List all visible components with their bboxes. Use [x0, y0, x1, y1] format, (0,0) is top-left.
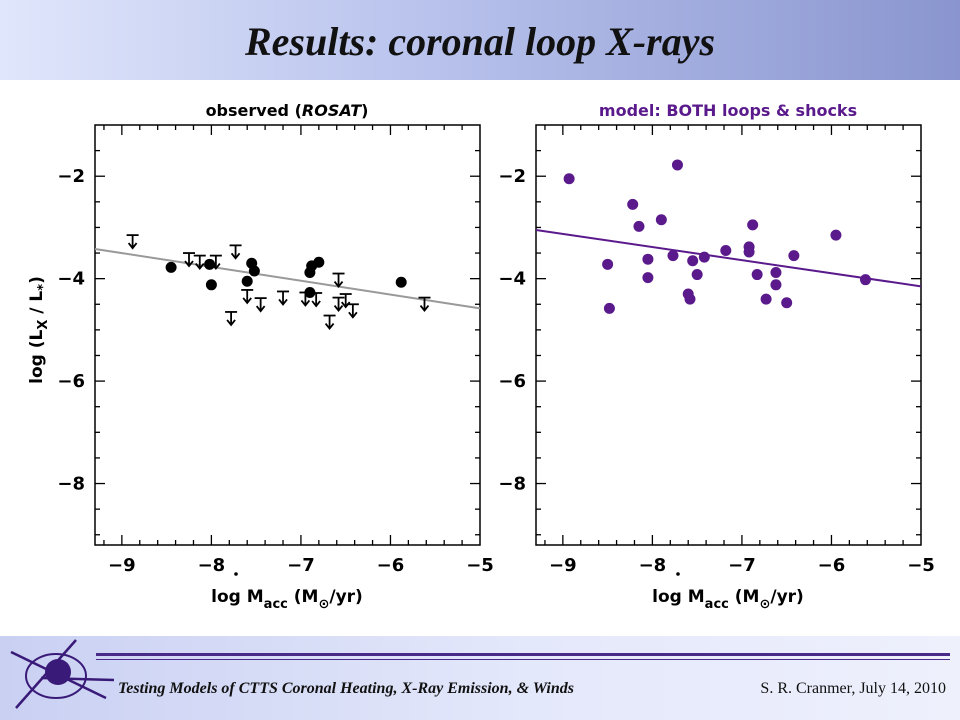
x-tick-label: −8 — [639, 555, 667, 576]
data-point — [698, 251, 710, 263]
data-point — [781, 297, 793, 309]
upper-limit-marker — [241, 289, 254, 305]
y-tick-label: −4 — [498, 269, 526, 290]
chart-title: observed (ROSAT) — [206, 101, 369, 120]
data-point — [602, 258, 614, 270]
footer-rule-thin — [96, 659, 950, 660]
data-point — [788, 250, 800, 262]
data-point — [691, 269, 703, 281]
footer-author-date: S. R. Cranmer, July 14, 2010 — [760, 680, 946, 697]
data-point — [770, 279, 782, 291]
chart-model: model: BOTH loops & shocks log Macc (M⊙/… — [498, 101, 934, 612]
data-point — [241, 275, 253, 287]
data-point — [248, 265, 260, 277]
data-point — [205, 279, 217, 291]
x-tick-label: −7 — [287, 555, 315, 576]
upper-limit-marker — [418, 296, 431, 313]
svg-text:log Macc (M⊙/yr): log Macc (M⊙/yr) — [211, 587, 363, 612]
upper-limit-marker — [332, 272, 345, 288]
y-axis-label: log (LX / L*) — [27, 276, 51, 384]
x-tick-label: −5 — [466, 555, 494, 576]
data-point — [304, 267, 316, 279]
upper-limit-marker — [193, 254, 206, 271]
upper-limit-marker — [229, 244, 242, 260]
data-point — [684, 293, 696, 305]
y-tick-label: −8 — [57, 474, 85, 495]
x-tick-label: −8 — [198, 555, 226, 576]
x-tick-label: −9 — [549, 555, 577, 576]
data-point — [633, 220, 645, 232]
upper-limit-marker — [332, 296, 345, 313]
upper-limit-marker — [346, 303, 359, 319]
data-point — [751, 269, 763, 281]
y-tick-label: −8 — [498, 474, 526, 495]
y-tick-label: −4 — [57, 269, 85, 290]
data-point — [313, 256, 325, 268]
data-point — [603, 302, 615, 314]
x-tick-label: −6 — [377, 555, 405, 576]
x-axis-label: log Macc (M⊙/yr) — [652, 572, 804, 612]
upper-limit-marker — [254, 297, 267, 313]
data-point — [395, 276, 407, 288]
y-tick-label: −6 — [57, 371, 85, 392]
data-point — [743, 246, 755, 258]
upper-limit-marker — [323, 314, 336, 330]
x-tick-label: −9 — [108, 555, 136, 576]
svg-text:log Macc (M⊙/yr): log Macc (M⊙/yr) — [652, 587, 804, 612]
upper-limit-marker — [183, 252, 196, 268]
svg-text:log (LX / L*): log (LX / L*) — [27, 276, 51, 384]
charts-canvas: observed (ROSAT) log (LX / L*) log Macc … — [27, 101, 935, 612]
y-tick-label: −2 — [498, 166, 526, 187]
data-point — [770, 267, 782, 279]
x-tick-label: −5 — [907, 555, 935, 576]
chart-observed: observed (ROSAT) log (LX / L*) log Macc … — [27, 101, 494, 612]
upper-limit-marker — [126, 234, 139, 250]
plot-frame — [94, 124, 481, 546]
data-point — [304, 286, 316, 298]
plot-frame — [535, 124, 922, 546]
data-point — [667, 250, 679, 262]
data-point — [165, 261, 177, 273]
data-point — [720, 244, 732, 256]
upper-limit-marker — [277, 290, 290, 306]
title-bar — [0, 0, 960, 80]
data-point — [642, 253, 654, 265]
data-point — [747, 219, 759, 231]
footer-title: Testing Models of CTTS Coronal Heating, … — [118, 680, 574, 697]
data-point — [655, 214, 667, 226]
chart-title: model: BOTH loops & shocks — [599, 101, 857, 120]
x-axis-label: log Macc (M⊙/yr) — [211, 572, 363, 612]
x-tick-label: −7 — [728, 555, 756, 576]
fit-line — [94, 247, 481, 310]
y-tick-label: −2 — [57, 166, 85, 187]
data-point — [687, 255, 699, 267]
data-point — [642, 272, 654, 284]
footer-band — [0, 636, 960, 720]
data-point — [204, 258, 216, 270]
star-burst-logo-icon — [10, 639, 115, 709]
slide-title: Results: coronal loop X-rays — [244, 19, 716, 64]
data-point — [671, 159, 683, 171]
data-point — [760, 293, 772, 305]
upper-limit-marker — [225, 311, 238, 327]
footer-rule — [96, 653, 950, 656]
data-point — [627, 198, 639, 210]
data-point — [563, 173, 575, 185]
data-point — [830, 229, 842, 241]
x-tick-label: −6 — [818, 555, 846, 576]
data-point — [859, 274, 871, 286]
fit-line — [535, 229, 922, 288]
y-tick-label: −6 — [498, 371, 526, 392]
